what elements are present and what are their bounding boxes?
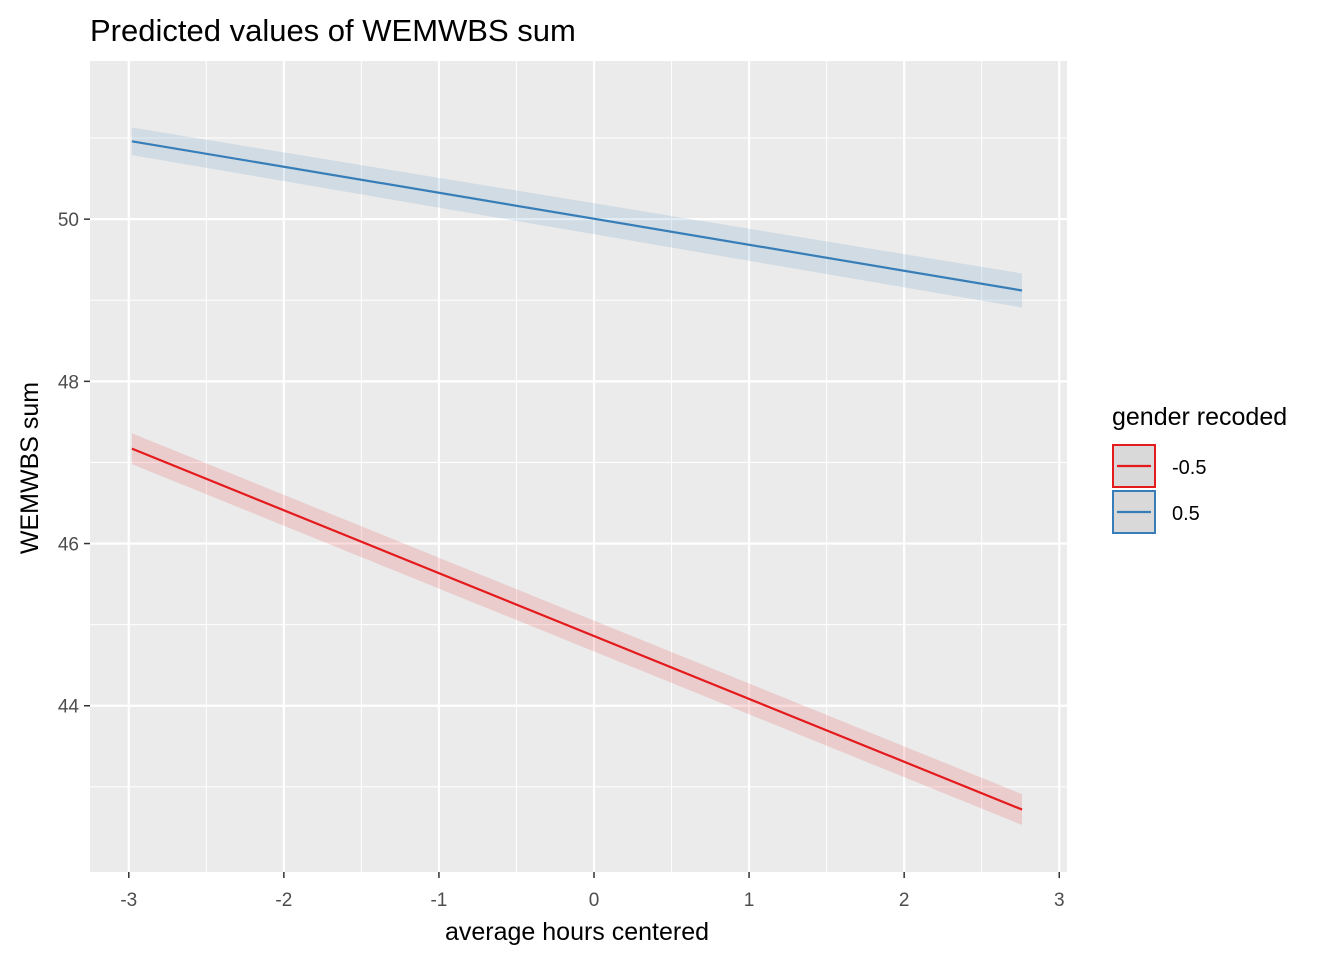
chart-title: Predicted values of WEMWBS sum [90,13,576,48]
y-axis-title: WEMWBS sum [16,382,44,554]
y-axis-ticks: 44 46 48 50 [58,210,90,718]
series-line [131,140,1023,292]
legend: gender recoded -0.5 0.5 [1112,403,1287,534]
y-tick-label: 50 [58,210,79,231]
legend-title: gender recoded [1112,403,1287,431]
x-tick-label: 3 [1054,890,1065,911]
plot-panel [90,61,1067,872]
x-tick-label: -2 [275,890,292,911]
x-tick-label: 1 [744,890,755,911]
y-tick-label: 44 [58,697,80,718]
confidence-band [131,127,1023,308]
legend-label: 0.5 [1172,503,1200,525]
series-lines [131,140,1023,811]
legend-label: -0.5 [1172,457,1206,479]
y-tick-label: 46 [58,535,79,556]
x-tick-label: -1 [430,890,447,911]
x-axis-title: average hours centered [445,918,709,946]
x-tick-label: -3 [120,890,137,911]
x-tick-label: 0 [589,890,600,911]
x-axis-ticks: -3 -2 -1 0 1 2 3 [120,872,1065,911]
major-gridlines [90,61,1067,872]
x-tick-label: 2 [899,890,910,911]
y-tick-label: 48 [58,372,79,393]
series-line [131,447,1023,811]
